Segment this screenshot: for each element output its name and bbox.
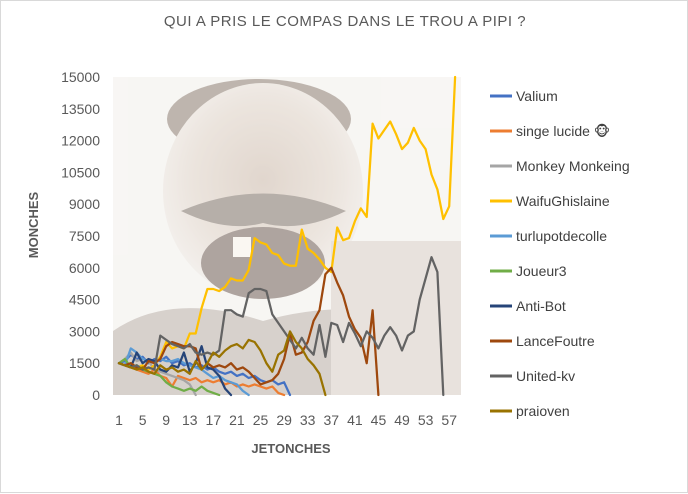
y-tick-label: 9000 xyxy=(69,196,100,212)
y-axis-label: MONCHES xyxy=(26,191,41,258)
photo-mouth xyxy=(201,227,325,299)
x-tick-label: 53 xyxy=(418,412,434,428)
y-tick-label: 15000 xyxy=(61,69,100,85)
legend-item: Valium xyxy=(490,88,558,104)
series-line-1 xyxy=(117,362,286,397)
legend-item: WaifuGhislaine xyxy=(490,193,610,209)
series-line-3 xyxy=(117,75,457,371)
legend-label: singe lucide 🐵 xyxy=(516,123,610,139)
legend-label: Joueur3 xyxy=(516,263,567,279)
legend-item: turlupotdecolle xyxy=(490,228,607,244)
x-tick-label: 49 xyxy=(394,412,410,428)
series-line-4 xyxy=(117,347,250,397)
legend-item: Joueur3 xyxy=(490,263,567,279)
legend-item: Monkey Monkeing xyxy=(490,158,630,174)
series-line-8 xyxy=(117,256,445,397)
y-tick-label: 10500 xyxy=(61,164,100,180)
series-line-6 xyxy=(117,345,233,397)
legend-item: United-kv xyxy=(490,368,575,384)
series-line-7 xyxy=(117,266,380,397)
chart-title: QUI A PRIS LE COMPAS DANS LE TROU A PIPI… xyxy=(164,13,526,30)
x-tick-label: 41 xyxy=(347,412,363,428)
x-tick-label: 33 xyxy=(300,412,316,428)
y-tick-label: 4500 xyxy=(69,292,100,308)
x-tick-label: 1 xyxy=(115,412,123,428)
x-tick-label: 37 xyxy=(323,412,339,428)
x-tick-label: 5 xyxy=(139,412,147,428)
x-tick-label: 13 xyxy=(182,412,198,428)
x-axis-label: JETONCHES xyxy=(251,441,331,456)
y-tick-label: 13500 xyxy=(61,101,100,117)
x-tick-label: 57 xyxy=(441,412,457,428)
x-tick-label: 9 xyxy=(162,412,170,428)
series-line-9 xyxy=(117,330,327,397)
photo-mustache xyxy=(181,193,346,227)
legend-label: Monkey Monkeing xyxy=(516,158,630,174)
series-layer xyxy=(117,75,457,397)
x-tick-label: 25 xyxy=(253,412,269,428)
legend-item: LanceFoutre xyxy=(490,333,595,349)
legend-label: WaifuGhislaine xyxy=(516,193,610,209)
x-tick-label: 17 xyxy=(206,412,222,428)
background-photo xyxy=(113,77,461,395)
legend-label: praioven xyxy=(516,403,570,419)
y-tick-label: 0 xyxy=(92,387,100,403)
photo-teeth xyxy=(233,237,251,257)
y-tick-label: 1500 xyxy=(69,355,100,371)
y-axis: 0 1500 3000 4500 6000 7500 9000 10500 12000 13500… xyxy=(61,69,100,403)
y-tick-label: 7500 xyxy=(69,228,100,244)
y-tick-label: 3000 xyxy=(69,323,100,339)
legend-item: Anti-Bot xyxy=(490,298,566,314)
y-tick-label: 6000 xyxy=(69,260,100,276)
legend-label: Anti-Bot xyxy=(516,298,566,314)
legend: Valium singe lucide 🐵 Monkey Monkeing Waifu… xyxy=(490,88,630,419)
legend-item: praioven xyxy=(490,403,570,419)
legend-label: United-kv xyxy=(516,368,575,384)
legend-item: singe lucide 🐵 xyxy=(490,123,610,139)
x-tick-label: 45 xyxy=(371,412,387,428)
legend-label: turlupotdecolle xyxy=(516,228,607,244)
y-tick-label: 12000 xyxy=(61,133,100,149)
legend-label: LanceFoutre xyxy=(516,333,595,349)
legend-label: Valium xyxy=(516,88,558,104)
x-tick-label: 29 xyxy=(276,412,292,428)
x-axis: 1 5 9 13 17 21 25 29 33 37 41 45 49 53 57 xyxy=(115,412,457,428)
x-tick-label: 21 xyxy=(229,412,245,428)
